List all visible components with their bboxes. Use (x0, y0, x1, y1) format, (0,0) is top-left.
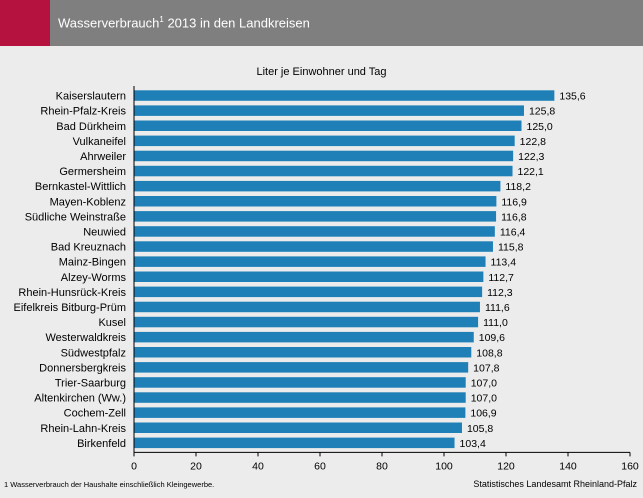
category-label-4: Ahrweiler (80, 151, 126, 163)
value-label-2: 125,0 (527, 121, 553, 133)
title-footnote-mark: 1 (159, 15, 164, 24)
value-label-20: 107,0 (471, 393, 497, 405)
value-label-7: 116,9 (501, 196, 527, 208)
bar-2 (134, 120, 522, 131)
value-label-19: 107,0 (471, 377, 497, 389)
bar-14 (134, 301, 480, 313)
category-label-15: Kusel (98, 317, 126, 329)
bar-20 (134, 392, 466, 403)
category-label-20: Altenkirchen (Ww.) (34, 393, 126, 405)
x-tick-label-3: 60 (314, 460, 326, 472)
category-label-0: Kaiserslautern (56, 91, 126, 103)
category-label-2: Bad Dürkheim (56, 121, 126, 133)
category-label-21: Cochem-Zell (64, 408, 126, 420)
source-note: Statistisches Landesamt Rheinland-Pfalz (473, 479, 637, 489)
bar-18 (134, 362, 469, 373)
value-label-13: 112,3 (487, 287, 513, 299)
value-label-9: 116,4 (500, 226, 526, 238)
category-label-11: Mainz-Bingen (59, 257, 126, 269)
title-rest: 2013 in den Landkreisen (163, 15, 310, 31)
bar-9 (134, 226, 495, 237)
value-label-23: 103,4 (460, 438, 486, 450)
bar-15 (134, 316, 479, 328)
category-label-6: Bernkastel-Wittlich (35, 181, 126, 193)
value-label-4: 122,3 (518, 151, 544, 163)
bar-17 (134, 347, 472, 358)
category-label-8: Südliche Weinstraße (25, 211, 126, 223)
value-label-16: 109,6 (479, 332, 505, 344)
accent-block (0, 0, 50, 46)
value-label-18: 107,8 (473, 362, 499, 374)
category-label-16: Westerwaldkreis (46, 332, 127, 344)
bar-13 (134, 286, 483, 298)
category-label-1: Rhein-Pfalz-Kreis (40, 106, 126, 118)
category-label-9: Neuwied (83, 226, 126, 238)
x-tick-label-2: 40 (252, 460, 264, 472)
bar-8 (134, 211, 497, 222)
bar-22 (134, 422, 462, 433)
category-label-3: Vulkaneifel (73, 136, 126, 148)
value-label-1: 125,8 (529, 106, 555, 118)
x-tick-label-4: 80 (376, 460, 388, 472)
category-label-22: Rhein-Lahn-Kreis (40, 423, 126, 435)
bar-7 (134, 196, 497, 207)
bar-16 (134, 331, 474, 343)
value-label-21: 106,9 (470, 408, 496, 420)
value-label-17: 108,8 (476, 347, 502, 359)
category-label-12: Alzey-Worms (61, 272, 127, 284)
x-tick-label-5: 100 (435, 460, 453, 472)
value-label-5: 122,1 (518, 166, 544, 178)
value-label-11: 113,4 (491, 257, 517, 269)
value-label-8: 116,8 (501, 211, 527, 223)
value-label-3: 122,8 (520, 136, 546, 148)
header-bar: Wasserverbrauch1 2013 in den Landkreisen (0, 0, 643, 46)
value-label-12: 112,7 (488, 272, 514, 284)
title-main: Wasserverbrauch (58, 15, 160, 31)
x-tick-label-0: 0 (131, 460, 137, 472)
category-label-14: Eifelkreis Bitburg-Prüm (14, 302, 126, 314)
bar-11 (134, 256, 486, 267)
x-tick-label-1: 20 (190, 460, 202, 472)
page-title: Wasserverbrauch1 2013 in den Landkreisen (58, 15, 310, 30)
category-label-10: Bad Kreuznach (51, 242, 126, 254)
bar-1 (134, 105, 524, 116)
x-tick-label-7: 140 (559, 460, 577, 472)
category-label-7: Mayen-Koblenz (50, 196, 126, 208)
bar-5 (134, 165, 513, 177)
value-label-0: 135,6 (559, 91, 585, 103)
x-tick-label-8: 160 (621, 460, 639, 472)
value-label-6: 118,2 (505, 181, 531, 193)
category-label-18: Donnersbergkreis (39, 362, 126, 374)
bar-10 (134, 241, 493, 252)
bar-4 (134, 150, 514, 162)
category-label-13: Rhein-Hunsrück-Kreis (18, 287, 126, 299)
category-label-19: Trier-Saarburg (55, 377, 126, 389)
bar-21 (134, 407, 466, 418)
value-label-22: 105,8 (467, 423, 493, 435)
category-label-23: Birkenfeld (77, 438, 126, 450)
bar-0 (134, 90, 555, 101)
value-label-14: 111,6 (485, 302, 510, 314)
bar-12 (134, 271, 484, 282)
category-label-5: Germersheim (59, 166, 126, 178)
value-label-10: 115,8 (498, 242, 524, 254)
chart-subtitle: Liter je Einwohner und Tag (256, 66, 387, 78)
bar-23 (134, 437, 455, 449)
value-label-15: 111,0 (483, 317, 508, 329)
category-label-17: Südwestpfalz (61, 347, 126, 359)
footnote: 1 Wasserverbrauch der Haushalte einschli… (4, 480, 215, 489)
bar-19 (134, 377, 466, 388)
bar-3 (134, 135, 515, 147)
bar-6 (134, 180, 501, 192)
x-tick-label-6: 120 (497, 460, 515, 472)
